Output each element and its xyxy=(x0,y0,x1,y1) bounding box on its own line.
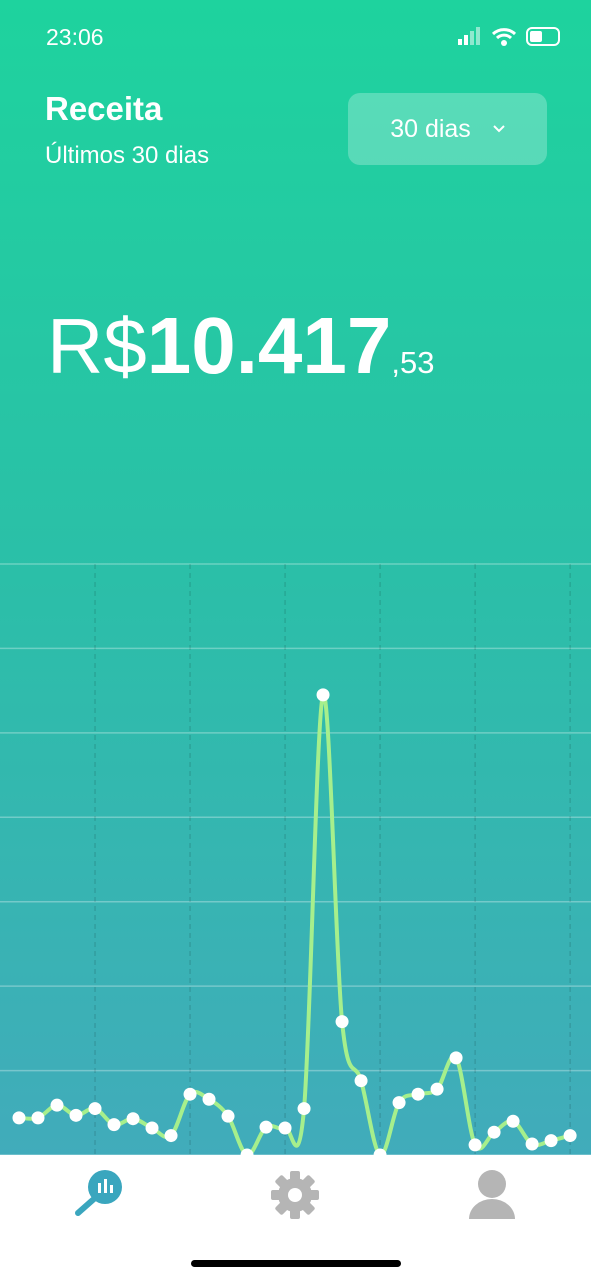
point xyxy=(145,1121,159,1135)
point xyxy=(221,1109,235,1123)
line xyxy=(18,692,571,1155)
point xyxy=(354,1074,368,1088)
point xyxy=(297,1102,311,1116)
point xyxy=(69,1108,83,1122)
tab-profile[interactable] xyxy=(469,1170,515,1219)
point xyxy=(88,1102,102,1116)
currency: R$ xyxy=(47,302,147,390)
point xyxy=(563,1129,577,1143)
tab-dashboard[interactable] xyxy=(75,1170,122,1216)
point xyxy=(430,1082,444,1096)
point xyxy=(506,1114,520,1128)
point xyxy=(31,1111,45,1125)
point xyxy=(525,1137,539,1151)
total: R$10.417,53 xyxy=(47,300,435,392)
point xyxy=(126,1112,140,1126)
point xyxy=(449,1051,463,1065)
point xyxy=(487,1125,501,1139)
point xyxy=(259,1120,273,1134)
point xyxy=(278,1121,292,1135)
point xyxy=(544,1134,558,1148)
tab-bar xyxy=(0,1155,591,1280)
point xyxy=(335,1015,349,1029)
point xyxy=(183,1087,197,1101)
chevron xyxy=(493,125,505,133)
period-dropdown[interactable]: 30 dias xyxy=(348,93,547,165)
cents: ,53 xyxy=(391,345,435,380)
point xyxy=(468,1138,482,1152)
title: Receita xyxy=(45,90,163,127)
period-label: 30 dias xyxy=(390,114,471,143)
point xyxy=(164,1129,178,1143)
point xyxy=(392,1096,406,1110)
amount: 10.417 xyxy=(146,301,392,390)
subtitle: Últimos 30 dias xyxy=(45,142,210,169)
point xyxy=(373,1148,387,1155)
point xyxy=(240,1148,254,1155)
home-indicator xyxy=(191,1260,401,1267)
point xyxy=(50,1098,64,1112)
point xyxy=(316,688,330,702)
point xyxy=(12,1111,26,1125)
tab-icons xyxy=(75,1170,515,1267)
point xyxy=(107,1118,121,1132)
status-time: 23:06 xyxy=(46,24,104,50)
point xyxy=(202,1092,216,1106)
tab-settings[interactable] xyxy=(271,1171,319,1219)
status-icons xyxy=(458,27,560,46)
chart xyxy=(12,564,577,1155)
point xyxy=(411,1087,425,1101)
